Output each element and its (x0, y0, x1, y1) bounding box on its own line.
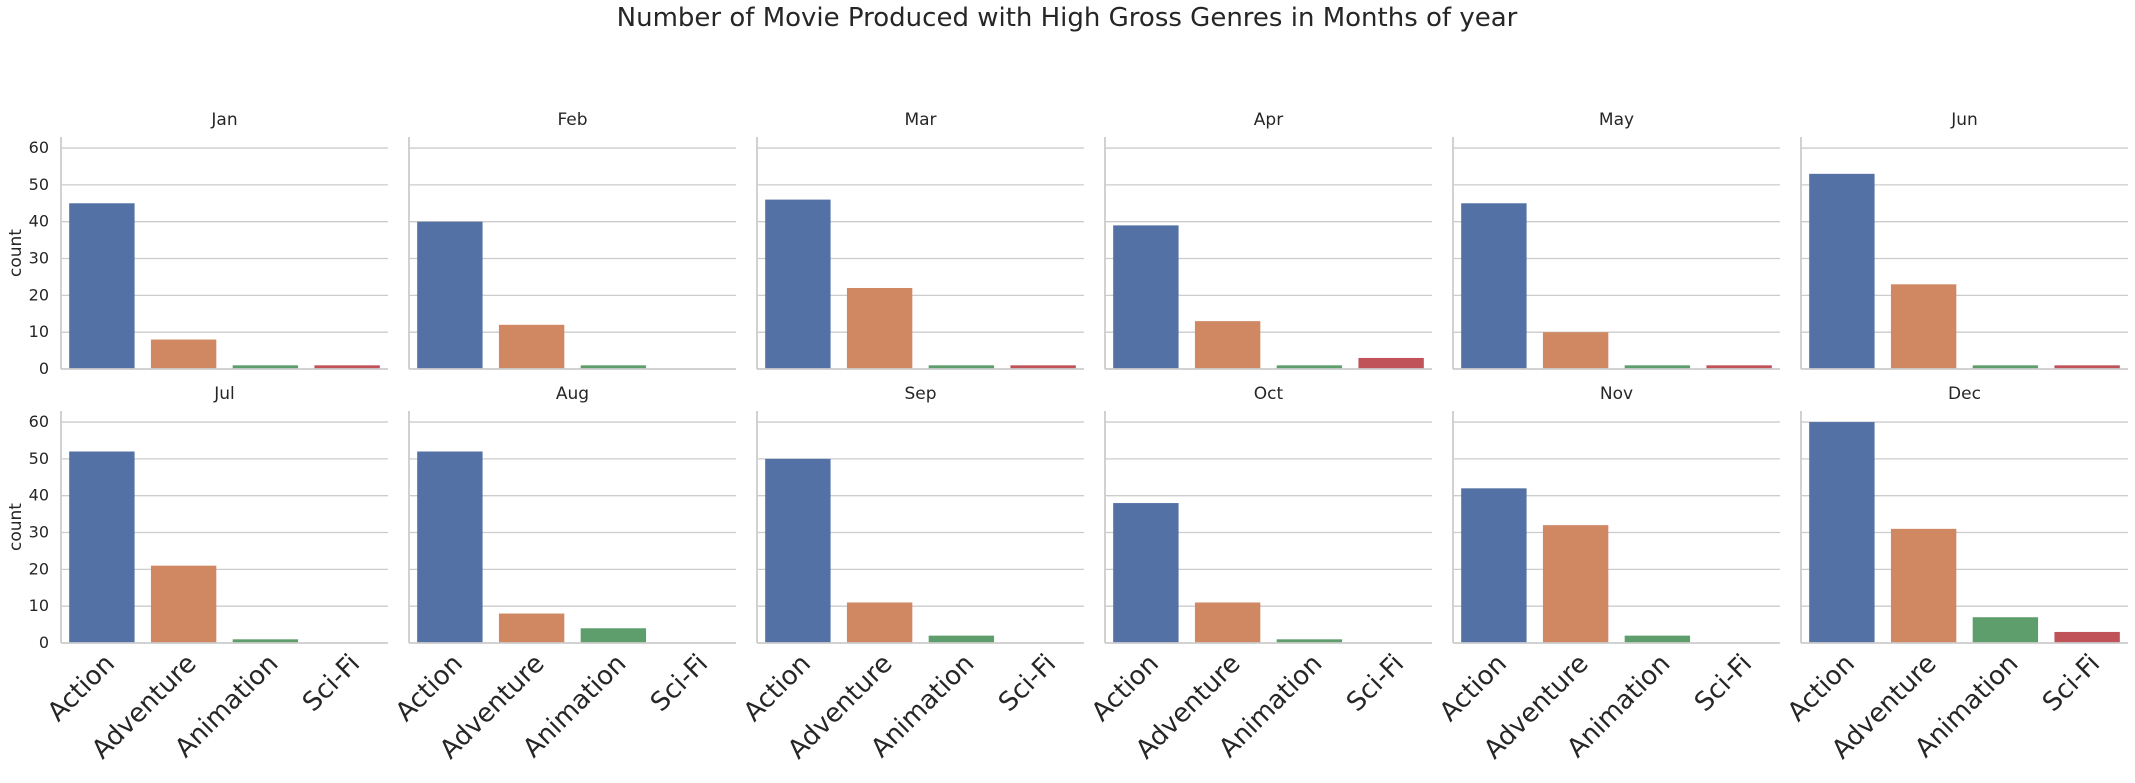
x-tick-label: Sci-Fi (1689, 649, 1758, 718)
chart-panels: Jan 0 10 20 30 40 50 60 count Feb Mar Apr May Jun Jul 0… (6, 110, 2128, 765)
y-tick-label: 60 (29, 138, 49, 157)
bar-jul-action (69, 451, 135, 643)
bar-aug-animation (580, 628, 647, 643)
bar-sep-action (765, 458, 831, 643)
bar-mar-adventure (846, 287, 913, 369)
panel-title: Jun (1950, 110, 1978, 130)
y-tick-label: 60 (29, 412, 49, 431)
panel-feb: Feb (408, 110, 736, 370)
panel-mar: Mar (756, 110, 1084, 370)
y-tick-label: 0 (39, 633, 49, 652)
bar-jun-sci-fi (2054, 365, 2120, 369)
bar-dec-animation (1972, 617, 2039, 643)
bar-apr-sci-fi (1358, 357, 1424, 369)
bar-apr-action (1113, 225, 1179, 369)
bar-jun-adventure (1890, 284, 1957, 369)
panel-title: Jul (213, 384, 235, 404)
panel-title: Nov (1600, 384, 1633, 404)
bar-nov-animation (1624, 635, 1691, 643)
bar-jan-animation (232, 365, 299, 369)
x-tick-label: Action (1782, 649, 1861, 728)
bar-jan-action (69, 203, 135, 369)
panel-jul: Jul0102030405060countActionAdventureAnim… (6, 384, 388, 765)
panel-title: Apr (1254, 110, 1283, 130)
bar-may-animation (1624, 365, 1691, 369)
bar-oct-action (1113, 503, 1179, 643)
bar-sep-adventure (846, 602, 913, 643)
panel-title: May (1599, 110, 1634, 130)
bar-jul-animation (232, 639, 299, 643)
chart-title: Number of Movie Produced with High Gross… (617, 3, 1518, 33)
y-tick-label: 10 (29, 596, 49, 615)
bar-nov-adventure (1542, 525, 1609, 643)
panel-may: May (1452, 110, 1780, 370)
bar-dec-adventure (1890, 528, 1957, 643)
y-axis-label: count (6, 503, 26, 551)
x-tick-label: Action (738, 649, 817, 728)
y-tick-label: 50 (29, 449, 49, 468)
y-tick-label: 40 (29, 486, 49, 505)
y-tick-label: 30 (29, 523, 49, 542)
panel-title: Oct (1254, 384, 1284, 404)
panel-title: Sep (904, 384, 936, 404)
bar-nov-action (1461, 488, 1527, 643)
panel-title: Jan (210, 110, 237, 130)
bar-jul-adventure (150, 565, 217, 643)
panel-title: Dec (1948, 384, 1981, 404)
x-tick-label: Sci-Fi (2037, 649, 2106, 718)
bar-mar-sci-fi (1010, 365, 1076, 369)
bar-aug-adventure (498, 613, 565, 643)
bar-may-action (1461, 203, 1527, 369)
bar-feb-action (417, 221, 483, 369)
x-tick-label: Sci-Fi (645, 649, 714, 718)
panel-apr: Apr (1104, 110, 1432, 370)
x-tick-label: Sci-Fi (297, 649, 366, 718)
y-tick-label: 20 (29, 559, 49, 578)
bar-may-adventure (1542, 332, 1609, 369)
bar-jan-sci-fi (314, 365, 380, 369)
bar-aug-action (417, 451, 483, 643)
bar-apr-adventure (1194, 321, 1261, 369)
bar-jan-adventure (150, 339, 217, 369)
bar-jun-action (1809, 173, 1875, 369)
y-tick-label: 40 (29, 212, 49, 231)
x-tick-label: Sci-Fi (993, 649, 1062, 718)
x-tick-label: Action (1086, 649, 1165, 728)
y-tick-label: 20 (29, 285, 49, 304)
bar-dec-action (1809, 422, 1875, 643)
bar-dec-sci-fi (2054, 631, 2120, 643)
bar-sep-animation (928, 635, 995, 643)
panel-title: Mar (904, 110, 936, 130)
bar-oct-animation (1276, 639, 1343, 643)
bar-jun-animation (1972, 365, 2039, 369)
bar-feb-animation (580, 365, 647, 369)
x-tick-label: Action (390, 649, 469, 728)
x-tick-label: Action (42, 649, 121, 728)
panel-jun: Jun (1800, 110, 2128, 370)
bar-apr-animation (1276, 365, 1343, 369)
x-tick-label: Sci-Fi (1341, 649, 1410, 718)
panel-jan: Jan 0 10 20 30 40 50 60 count (6, 110, 388, 378)
bar-mar-animation (928, 365, 995, 369)
bar-may-sci-fi (1706, 365, 1772, 369)
panel-title: Feb (557, 110, 587, 130)
x-tick-label: Action (1434, 649, 1513, 728)
panel-title: Aug (556, 384, 589, 404)
y-tick-label: 30 (29, 249, 49, 268)
bar-oct-adventure (1194, 602, 1261, 643)
y-tick-label: 0 (39, 359, 49, 378)
y-tick-label: 10 (29, 322, 49, 341)
bar-mar-action (765, 199, 831, 369)
y-axis-label: count (6, 229, 26, 277)
y-tick-label: 50 (29, 175, 49, 194)
bar-feb-adventure (498, 324, 565, 369)
